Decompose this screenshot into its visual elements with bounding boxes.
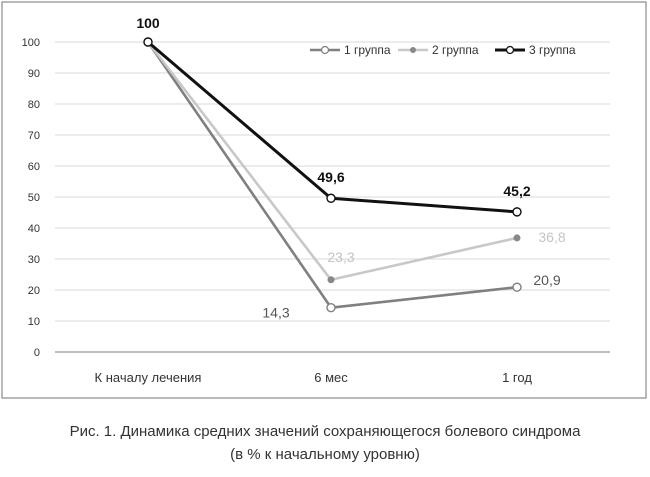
legend-label: 1 группа	[344, 43, 391, 57]
chart: 0 10 20 30 40 50 60 70 80 90 100 К началу лечения 6…	[1, 1, 647, 399]
chart-border	[1, 1, 647, 399]
y-tick-label: 0	[34, 347, 40, 359]
data-label: 36,8	[538, 229, 565, 245]
x-tick-label: К началу лечения	[95, 370, 202, 385]
figure-caption-line-1: Рис. 1. Динамика средних значений сохран…	[69, 423, 581, 440]
legend-label: 3 группа	[529, 43, 576, 57]
y-tick-label: 20	[28, 285, 40, 297]
data-label: 49,6	[317, 169, 344, 185]
data-label: 100	[136, 15, 160, 31]
y-tick-label: 60	[28, 161, 40, 173]
legend-swatch-marker	[410, 47, 416, 53]
y-tick-label: 80	[28, 99, 40, 111]
data-point	[512, 207, 522, 217]
data-point	[143, 37, 153, 47]
data-labels: 14,3 20,9 23,3 36,8 100 49,6 45,2	[136, 15, 566, 321]
data-point	[327, 276, 335, 284]
y-tick-label: 100	[22, 37, 40, 49]
legend-swatch-marker	[505, 45, 515, 55]
data-point	[326, 193, 336, 203]
figure-caption-line-2: (в % к начальному уровню)	[230, 446, 420, 463]
x-tick-labels: К началу лечения 6 мес 1 год	[95, 370, 533, 385]
y-tick-label: 30	[28, 254, 40, 266]
x-tick-label: 6 мес	[314, 370, 348, 385]
legend-label: 2 группа	[432, 43, 479, 57]
data-label: 45,2	[503, 183, 530, 199]
data-point	[326, 302, 336, 313]
data-label: 23,3	[327, 249, 354, 265]
y-tick-label: 70	[28, 130, 40, 142]
data-label: 14,3	[262, 305, 289, 321]
y-tick-label: 40	[28, 223, 40, 235]
legend-swatch-marker	[320, 45, 330, 55]
data-point	[513, 234, 521, 242]
y-tick-label: 90	[28, 68, 40, 80]
x-tick-label: 1 год	[502, 370, 532, 385]
y-tick-label: 50	[28, 192, 40, 204]
series-lines	[143, 37, 522, 313]
data-point	[512, 282, 522, 292]
legend: 1 группа 2 группа 3 группа	[310, 43, 576, 57]
data-label: 20,9	[533, 272, 560, 288]
y-tick-labels: 0 10 20 30 40 50 60 70 80 90 100	[22, 37, 40, 359]
y-tick-label: 10	[28, 316, 40, 328]
